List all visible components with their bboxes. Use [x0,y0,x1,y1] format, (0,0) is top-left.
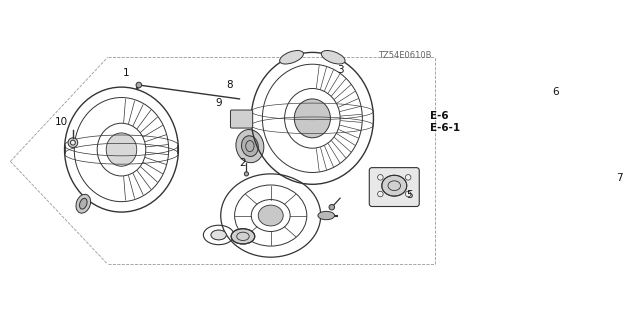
Circle shape [451,151,454,155]
Ellipse shape [382,175,407,196]
Circle shape [405,175,411,180]
Text: 6: 6 [552,87,559,97]
Ellipse shape [79,198,87,209]
Circle shape [378,191,383,197]
Ellipse shape [241,136,259,156]
Circle shape [477,202,482,206]
Circle shape [477,100,482,104]
Circle shape [378,175,383,180]
Ellipse shape [106,133,137,166]
Text: 5: 5 [406,190,413,200]
Ellipse shape [280,51,303,64]
Ellipse shape [321,51,345,64]
Ellipse shape [573,143,593,164]
Ellipse shape [258,205,284,226]
Text: 2: 2 [239,158,246,168]
Circle shape [68,138,77,148]
Text: 8: 8 [226,80,232,90]
FancyBboxPatch shape [369,168,419,206]
Circle shape [458,180,462,185]
Circle shape [405,191,411,197]
Circle shape [559,151,563,155]
Ellipse shape [294,99,330,138]
Circle shape [244,172,248,176]
Ellipse shape [211,230,227,240]
Text: TZ54E0610B: TZ54E0610B [378,51,432,60]
Text: 3: 3 [337,65,344,75]
Circle shape [237,114,246,123]
Ellipse shape [318,212,335,220]
Text: 10: 10 [54,117,68,127]
Ellipse shape [556,123,611,183]
Ellipse shape [236,130,264,163]
Ellipse shape [231,229,255,244]
Circle shape [458,122,462,126]
Text: 7: 7 [616,173,623,183]
Circle shape [532,202,536,206]
Circle shape [552,122,556,126]
Circle shape [532,100,536,104]
Text: 9: 9 [215,98,222,108]
Text: E-6
E-6-1: E-6 E-6-1 [430,111,461,133]
Text: 1: 1 [123,68,130,78]
FancyBboxPatch shape [230,110,253,128]
Circle shape [136,82,141,88]
Circle shape [70,140,76,145]
Ellipse shape [489,134,525,172]
Ellipse shape [76,194,91,213]
Circle shape [329,204,335,210]
Circle shape [552,180,556,185]
